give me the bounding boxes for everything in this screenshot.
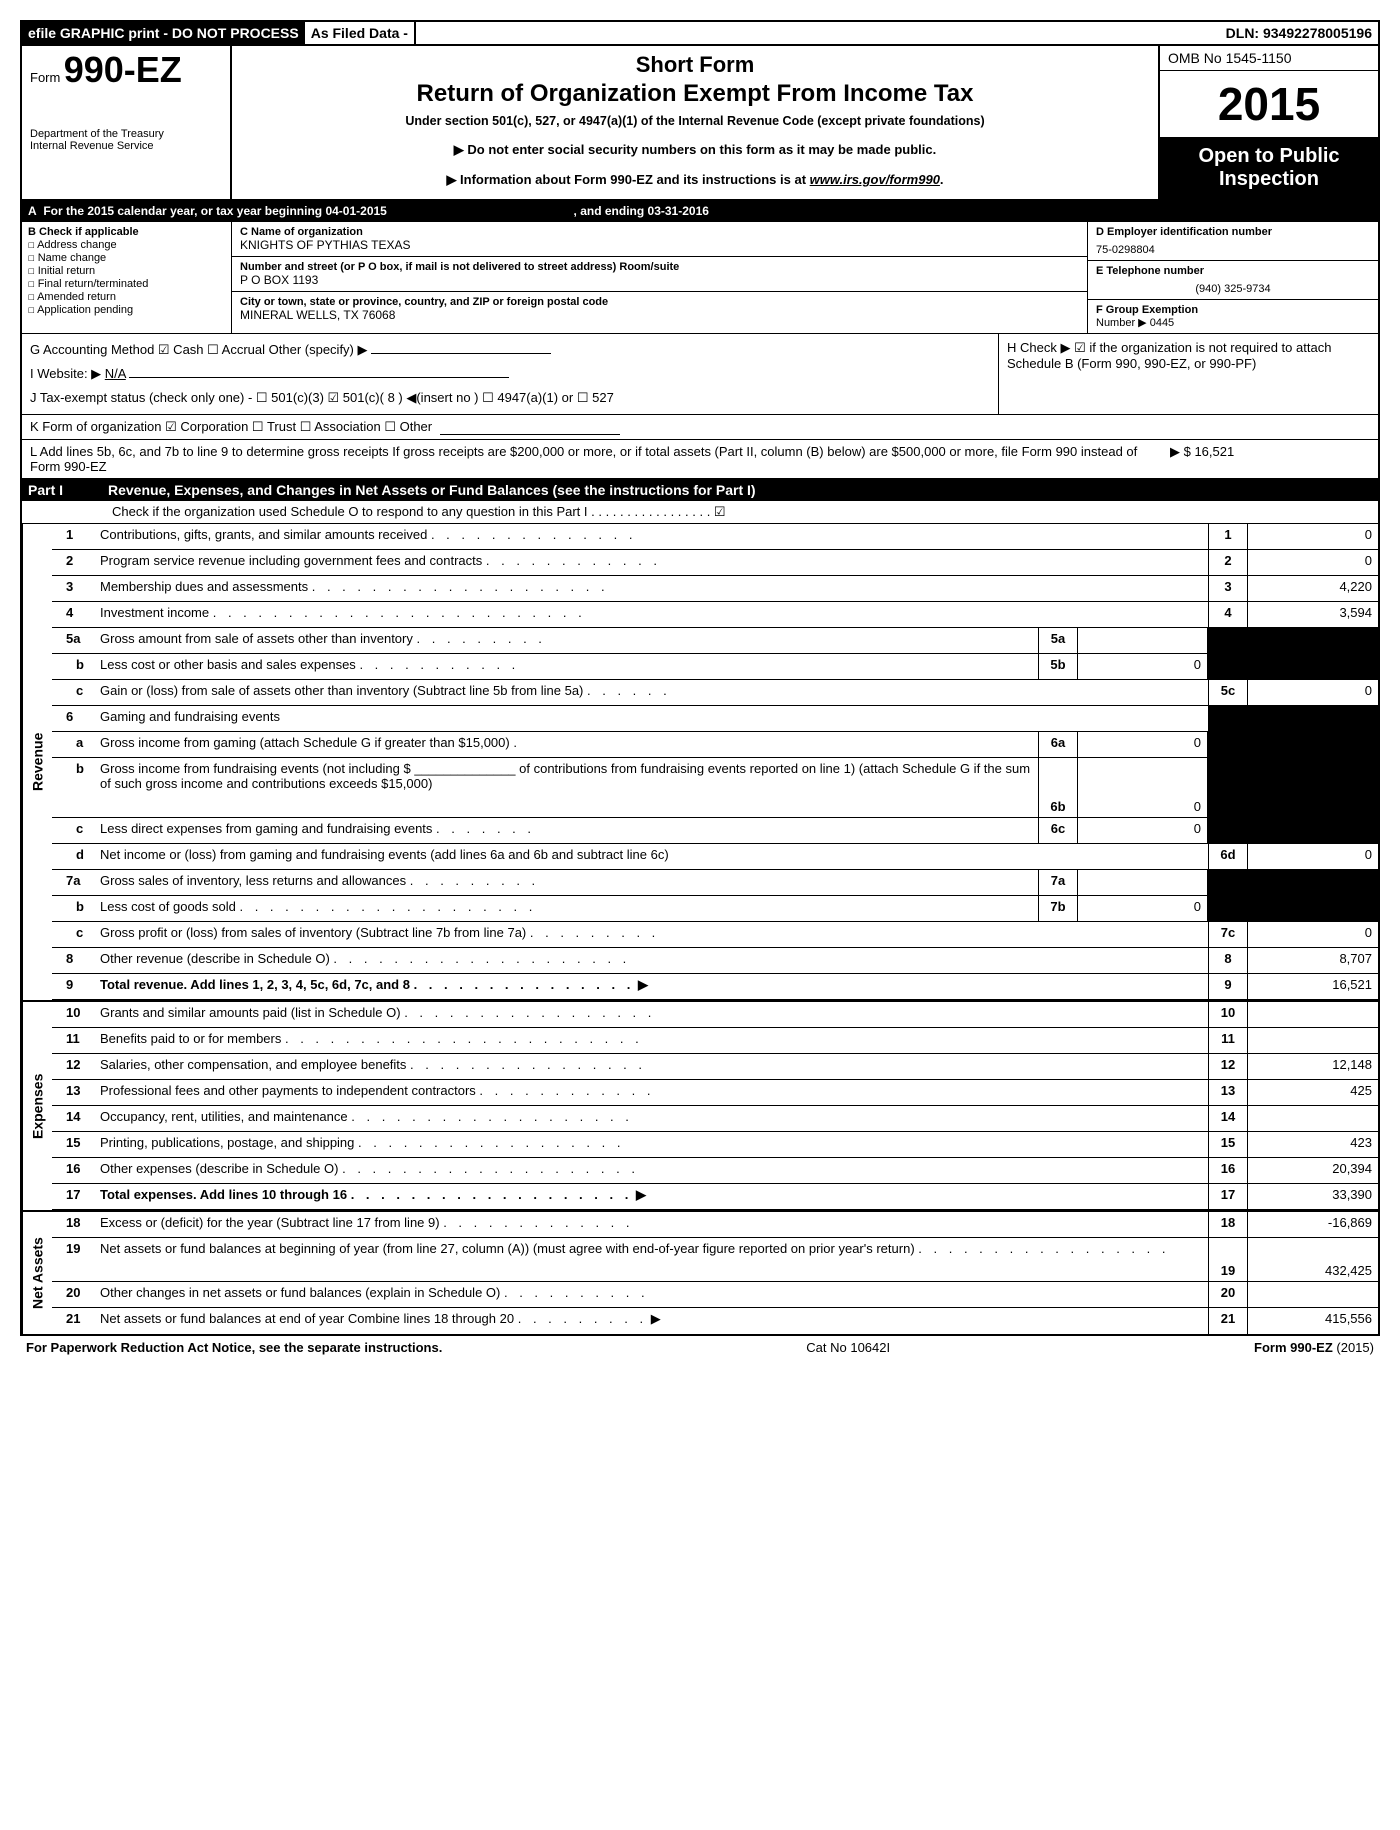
row-g-accounting: G Accounting Method ☑ Cash ☐ Accrual Oth… xyxy=(30,338,990,362)
row-k-org-form: K Form of organization ☑ Corporation ☐ T… xyxy=(22,415,1378,440)
dept-irs: Internal Revenue Service xyxy=(30,140,222,152)
efile-notice: efile GRAPHIC print - DO NOT PROCESS xyxy=(22,22,305,44)
line-14: 14Occupancy, rent, utilities, and mainte… xyxy=(52,1106,1378,1132)
col-c-org: C Name of organization KNIGHTS OF PYTHIA… xyxy=(232,222,1088,333)
revenue-label: Revenue xyxy=(22,524,52,1000)
title-return: Return of Organization Exempt From Incom… xyxy=(244,80,1146,108)
phone-value: (940) 325-9734 xyxy=(1096,283,1370,295)
cat-no: Cat No 10642I xyxy=(806,1340,890,1355)
col-d-ein: D Employer identification number 75-0298… xyxy=(1088,222,1378,333)
org-name-label: C Name of organization xyxy=(240,226,1079,238)
line-16: 16Other expenses (describe in Schedule O… xyxy=(52,1158,1378,1184)
expenses-label: Expenses xyxy=(22,1002,52,1210)
line-5a: 5aGross amount from sale of assets other… xyxy=(52,628,1378,654)
form-prefix: Form xyxy=(30,70,60,85)
line-2: 2Program service revenue including gover… xyxy=(52,550,1378,576)
org-info-grid: B Check if applicable ☐ Address change ☐… xyxy=(22,222,1378,334)
line-5b: bLess cost or other basis and sales expe… xyxy=(52,654,1378,680)
ein-value: 75-0298804 xyxy=(1096,244,1370,256)
title-short-form: Short Form xyxy=(244,52,1146,78)
line-6d: dNet income or (loss) from gaming and fu… xyxy=(52,844,1378,870)
irs-link[interactable]: www.irs.gov/form990 xyxy=(810,172,940,187)
line-1: 1Contributions, gifts, grants, and simil… xyxy=(52,524,1378,550)
header-right: OMB No 1545-1150 2015 Open to Public Ins… xyxy=(1158,46,1378,199)
phone-label: E Telephone number xyxy=(1096,265,1370,277)
org-name: KNIGHTS OF PYTHIAS TEXAS xyxy=(240,238,1079,252)
top-bar: efile GRAPHIC print - DO NOT PROCESS As … xyxy=(22,22,1378,46)
org-city-label: City or town, state or province, country… xyxy=(240,296,1079,308)
rows-g-h: G Accounting Method ☑ Cash ☐ Accrual Oth… xyxy=(22,334,1378,415)
dln: DLN: 93492278005196 xyxy=(1220,22,1378,44)
line-12: 12Salaries, other compensation, and empl… xyxy=(52,1054,1378,1080)
netassets-label: Net Assets xyxy=(22,1212,52,1334)
org-city: MINERAL WELLS, TX 76068 xyxy=(240,308,1079,322)
line-9: 9Total revenue. Add lines 1, 2, 3, 4, 5c… xyxy=(52,974,1378,1000)
line-5c: cGain or (loss) from sale of assets othe… xyxy=(52,680,1378,706)
org-addr: P O BOX 1193 xyxy=(240,273,1079,287)
line-7c: cGross profit or (loss) from sales of in… xyxy=(52,922,1378,948)
form-header: Form 990-EZ Department of the Treasury I… xyxy=(22,46,1378,201)
info-link-line: ▶ Information about Form 990-EZ and its … xyxy=(244,172,1146,188)
part-i-lines: Revenue 1Contributions, gifts, grants, a… xyxy=(22,524,1378,1334)
form-ref: Form 990-EZ (2015) xyxy=(1254,1340,1374,1355)
line-21: 21Net assets or fund balances at end of … xyxy=(52,1308,1378,1334)
dept-treasury: Department of the Treasury xyxy=(30,128,222,140)
subtitle: Under section 501(c), 527, or 4947(a)(1)… xyxy=(244,114,1146,128)
header-center: Short Form Return of Organization Exempt… xyxy=(232,46,1158,199)
line-10: 10Grants and similar amounts paid (list … xyxy=(52,1002,1378,1028)
open-to-public: Open to Public Inspection xyxy=(1160,137,1378,199)
line-6a: aGross income from gaming (attach Schedu… xyxy=(52,732,1378,758)
line-7a: 7aGross sales of inventory, less returns… xyxy=(52,870,1378,896)
row-h-schedule-b: H Check ▶ ☑ if the organization is not r… xyxy=(998,334,1378,414)
tax-year: 2015 xyxy=(1160,71,1378,137)
line-6c: cLess direct expenses from gaming and fu… xyxy=(52,818,1378,844)
group-exempt-value: 0445 xyxy=(1150,317,1174,329)
line-19: 19Net assets or fund balances at beginni… xyxy=(52,1238,1378,1282)
line-11: 11Benefits paid to or for members . . . … xyxy=(52,1028,1378,1054)
ein-label: D Employer identification number xyxy=(1096,226,1370,238)
asfiled-label: As Filed Data - xyxy=(305,22,416,44)
omb-number: OMB No 1545-1150 xyxy=(1160,46,1378,71)
line-6: 6Gaming and fundraising events xyxy=(52,706,1378,732)
line-6b: bGross income from fundraising events (n… xyxy=(52,758,1378,818)
line-18: 18Excess or (deficit) for the year (Subt… xyxy=(52,1212,1378,1238)
ssn-warning: ▶ Do not enter social security numbers o… xyxy=(244,142,1146,158)
line-4: 4Investment income . . . . . . . . . . .… xyxy=(52,602,1378,628)
header-left: Form 990-EZ Department of the Treasury I… xyxy=(22,46,232,199)
row-l-gross-receipts: L Add lines 5b, 6c, and 7b to line 9 to … xyxy=(22,440,1378,479)
line-20: 20Other changes in net assets or fund ba… xyxy=(52,1282,1378,1308)
row-a-tax-year: A For the 2015 calendar year, or tax yea… xyxy=(22,201,1378,222)
line-3: 3Membership dues and assessments . . . .… xyxy=(52,576,1378,602)
col-b-checkboxes: B Check if applicable ☐ Address change ☐… xyxy=(22,222,232,333)
form-990ez: efile GRAPHIC print - DO NOT PROCESS As … xyxy=(20,20,1380,1336)
part-i-header: Part I Revenue, Expenses, and Changes in… xyxy=(22,479,1378,501)
page-footer: For Paperwork Reduction Act Notice, see … xyxy=(20,1336,1380,1359)
line-13: 13Professional fees and other payments t… xyxy=(52,1080,1378,1106)
line-7b: bLess cost of goods sold . . . . . . . .… xyxy=(52,896,1378,922)
line-15: 15Printing, publications, postage, and s… xyxy=(52,1132,1378,1158)
org-addr-label: Number and street (or P O box, if mail i… xyxy=(240,261,1079,273)
line-17: 17Total expenses. Add lines 10 through 1… xyxy=(52,1184,1378,1210)
group-exempt-label: F Group Exemption xyxy=(1096,304,1198,316)
row-j-status: J Tax-exempt status (check only one) - ☐… xyxy=(30,386,990,410)
line-8: 8Other revenue (describe in Schedule O) … xyxy=(52,948,1378,974)
row-i-website: I Website: ▶ N/A xyxy=(30,362,990,386)
part-i-sub: Check if the organization used Schedule … xyxy=(22,501,1378,524)
form-number: 990-EZ xyxy=(64,49,182,90)
paperwork-notice: For Paperwork Reduction Act Notice, see … xyxy=(26,1340,442,1355)
